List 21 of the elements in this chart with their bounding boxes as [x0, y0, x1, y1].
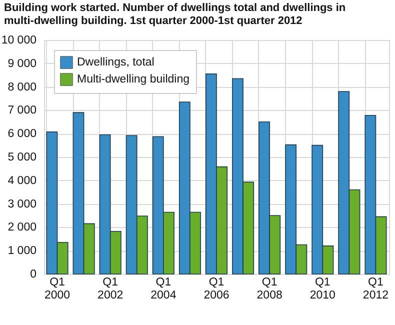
x-tick-label: Q1 2008: [256, 276, 282, 302]
chart-title: Building work started. Number of dwellings total and dwellings in multi-dwelling building. 1st quarter 2000-1st quarter 2012: [4, 2, 346, 27]
x-tick-label: Q1 2006: [204, 276, 230, 302]
y-tick-label: 8 000: [8, 81, 36, 94]
x-tick-label: Q1 2012: [362, 276, 389, 302]
y-tick-label: 0: [30, 268, 36, 280]
y-tick-label: 3 000: [8, 198, 36, 210]
legend-label: Multi-dwelling building: [77, 74, 190, 86]
y-tick-label: 4 000: [8, 174, 36, 187]
y-tick-label: 6 000: [8, 128, 36, 140]
y-tick-label: 2 000: [8, 222, 36, 234]
y-tick-label: 7 000: [8, 104, 36, 117]
x-tick-label: Q1 2002: [98, 276, 124, 302]
x-tick-label: Q1 2004: [150, 276, 177, 302]
y-tick-label: 1 000: [8, 245, 36, 258]
x-tick-label: Q1 2010: [310, 276, 336, 302]
y-tick-label: 9 000: [8, 58, 36, 70]
x-tick-label: Q1 2000: [44, 276, 70, 302]
legend-label: Dwellings, total: [77, 56, 154, 68]
y-tick-label: 10 000: [1, 34, 36, 46]
y-tick-label: 5 000: [8, 152, 36, 164]
